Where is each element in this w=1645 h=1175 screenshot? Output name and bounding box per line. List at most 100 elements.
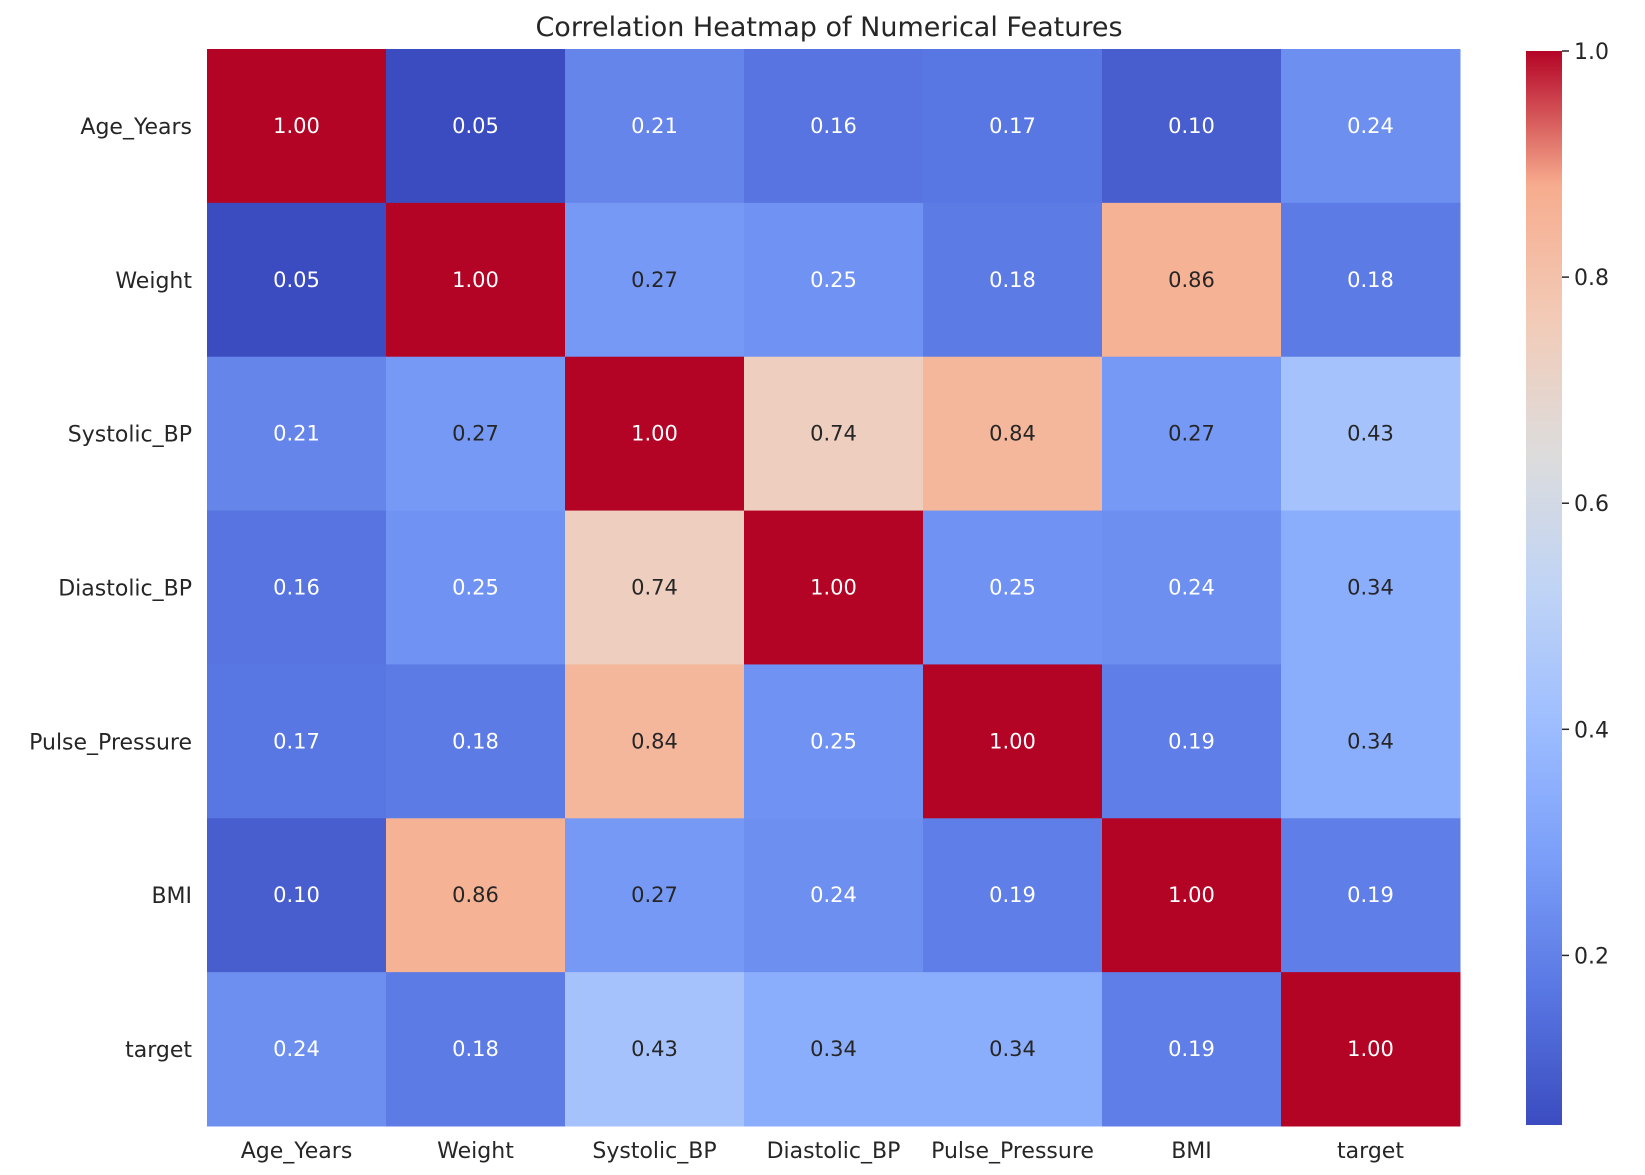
cell-value-label: 0.27 (452, 422, 499, 446)
heatmap-cell (1102, 202, 1282, 358)
heatmap-cell (744, 202, 924, 358)
cell-value-label: 0.18 (452, 1037, 499, 1061)
colorbar-ticks: 0.2 0.4 0.6 0.8 1.0 (1562, 40, 1609, 969)
cell-value-label: 0.19 (1168, 1037, 1215, 1061)
heatmap-cell (565, 202, 745, 358)
heatmap-cell (386, 664, 566, 819)
heatmap-cell (744, 356, 924, 512)
cell-value-label: 1.00 (989, 729, 1036, 753)
cell-value-label: 0.17 (989, 114, 1036, 138)
heatmap-cell (565, 818, 745, 973)
heatmap-cell (1102, 356, 1282, 512)
heatmap-cell (744, 818, 924, 973)
cell-value-label: 0.43 (1347, 422, 1394, 446)
cell-value-label: 0.18 (1347, 268, 1394, 292)
colorbar-tick-label: 0.6 (1574, 492, 1609, 517)
cell-value-label: 0.17 (273, 729, 320, 753)
cell-value-label: 0.24 (273, 1037, 320, 1061)
cell-value-label: 0.86 (1168, 268, 1215, 292)
heatmap-cell (923, 356, 1103, 512)
heatmap-cell (744, 49, 924, 204)
cell-value-label: 0.34 (1347, 729, 1394, 753)
colorbar (1526, 51, 1562, 1125)
heatmap-cell (923, 664, 1103, 819)
heatmap-cell (1281, 972, 1461, 1127)
x-tick-label: Age_Years (241, 1139, 353, 1164)
heatmap-cell (565, 49, 745, 204)
colorbar-tick-label: 0.4 (1574, 718, 1609, 743)
cell-value-label: 0.16 (273, 576, 320, 600)
x-axis-tick-labels: Age_Years Weight Systolic_BP Diastolic_BP Pu… (241, 1139, 1405, 1164)
heatmap-cell (1102, 510, 1282, 665)
cell-value-label: 0.10 (1168, 114, 1215, 138)
heatmap-cell (923, 49, 1103, 204)
x-tick-label: target (1337, 1139, 1404, 1164)
cell-value-label: 0.25 (989, 576, 1036, 600)
x-tick-label: Diastolic_BP (767, 1139, 901, 1164)
y-tick-label: Weight (115, 269, 192, 294)
colorbar-tick-label: 0.8 (1574, 266, 1609, 291)
cell-value-label: 0.21 (273, 422, 320, 446)
cell-value-label: 0.19 (1168, 729, 1215, 753)
cell-value-label: 0.34 (989, 1037, 1036, 1061)
heatmap-cell (386, 818, 566, 973)
heatmap-cell (1281, 49, 1461, 204)
x-tick-label: Weight (437, 1139, 514, 1164)
heatmap-cell (1281, 202, 1461, 358)
chart-title: Correlation Heatmap of Numerical Feature… (535, 12, 1122, 43)
heatmap-cell (386, 510, 566, 665)
heatmap-cell (565, 972, 745, 1127)
y-tick-label: Age_Years (80, 115, 192, 140)
heatmap-cell (1102, 818, 1282, 973)
cell-value-label: 0.84 (989, 422, 1036, 446)
heatmap-cell (1281, 356, 1461, 512)
heatmap-cell (207, 664, 387, 819)
cell-value-label: 0.27 (631, 883, 678, 907)
heatmap-cell (744, 510, 924, 665)
cell-value-label: 0.24 (1168, 576, 1215, 600)
y-tick-label: Pulse_Pressure (29, 730, 192, 755)
cell-value-label: 1.00 (452, 268, 499, 292)
cell-value-label: 0.27 (1168, 422, 1215, 446)
heatmap-cell (386, 202, 566, 358)
heatmap-cell (386, 356, 566, 512)
heatmap-cell (1281, 510, 1461, 665)
cell-value-label: 0.34 (810, 1037, 857, 1061)
heatmap-cell (1102, 49, 1282, 204)
cell-value-label: 0.05 (452, 114, 499, 138)
heatmap-cell (565, 510, 745, 665)
heatmap-cell (923, 972, 1103, 1127)
cell-value-label: 1.00 (1347, 1037, 1394, 1061)
y-tick-label: target (125, 1038, 192, 1063)
y-tick-label: BMI (151, 884, 192, 909)
cell-value-label: 0.16 (810, 114, 857, 138)
x-tick-label: Pulse_Pressure (931, 1139, 1094, 1164)
cell-value-label: 0.05 (273, 268, 320, 292)
colorbar-tick-label: 0.2 (1574, 944, 1609, 969)
heatmap-cell (923, 510, 1103, 665)
cell-value-label: 0.21 (631, 114, 678, 138)
heatmap-cell (207, 202, 387, 358)
heatmap-cell (923, 202, 1103, 358)
heatmap-cell (1281, 664, 1461, 819)
cell-value-label: 0.19 (989, 883, 1036, 907)
heatmap-cell (386, 972, 566, 1127)
cell-value-label: 0.10 (273, 883, 320, 907)
cell-value-label: 0.18 (452, 729, 499, 753)
heatmap-cell (207, 356, 387, 512)
heatmap-grid: 1.00 0.05 0.21 0.16 0.17 0.10 0.24 0.05 1.00 0.27… (207, 49, 1461, 1127)
heatmap-cell (1281, 818, 1461, 973)
cell-value-label: 0.74 (631, 576, 678, 600)
colorbar-tick-label: 1.0 (1574, 40, 1609, 65)
cell-value-label: 0.86 (452, 883, 499, 907)
cell-value-label: 0.24 (810, 883, 857, 907)
heatmap-cell (207, 49, 387, 204)
cell-value-label: 0.34 (1347, 576, 1394, 600)
cell-value-label: 0.74 (810, 422, 857, 446)
cell-value-label: 0.27 (631, 268, 678, 292)
cell-value-label: 1.00 (1168, 883, 1215, 907)
x-tick-label: Systolic_BP (592, 1139, 716, 1164)
cell-value-label: 0.18 (989, 268, 1036, 292)
heatmap-cell (1102, 664, 1282, 819)
cell-value-label: 0.24 (1347, 114, 1394, 138)
